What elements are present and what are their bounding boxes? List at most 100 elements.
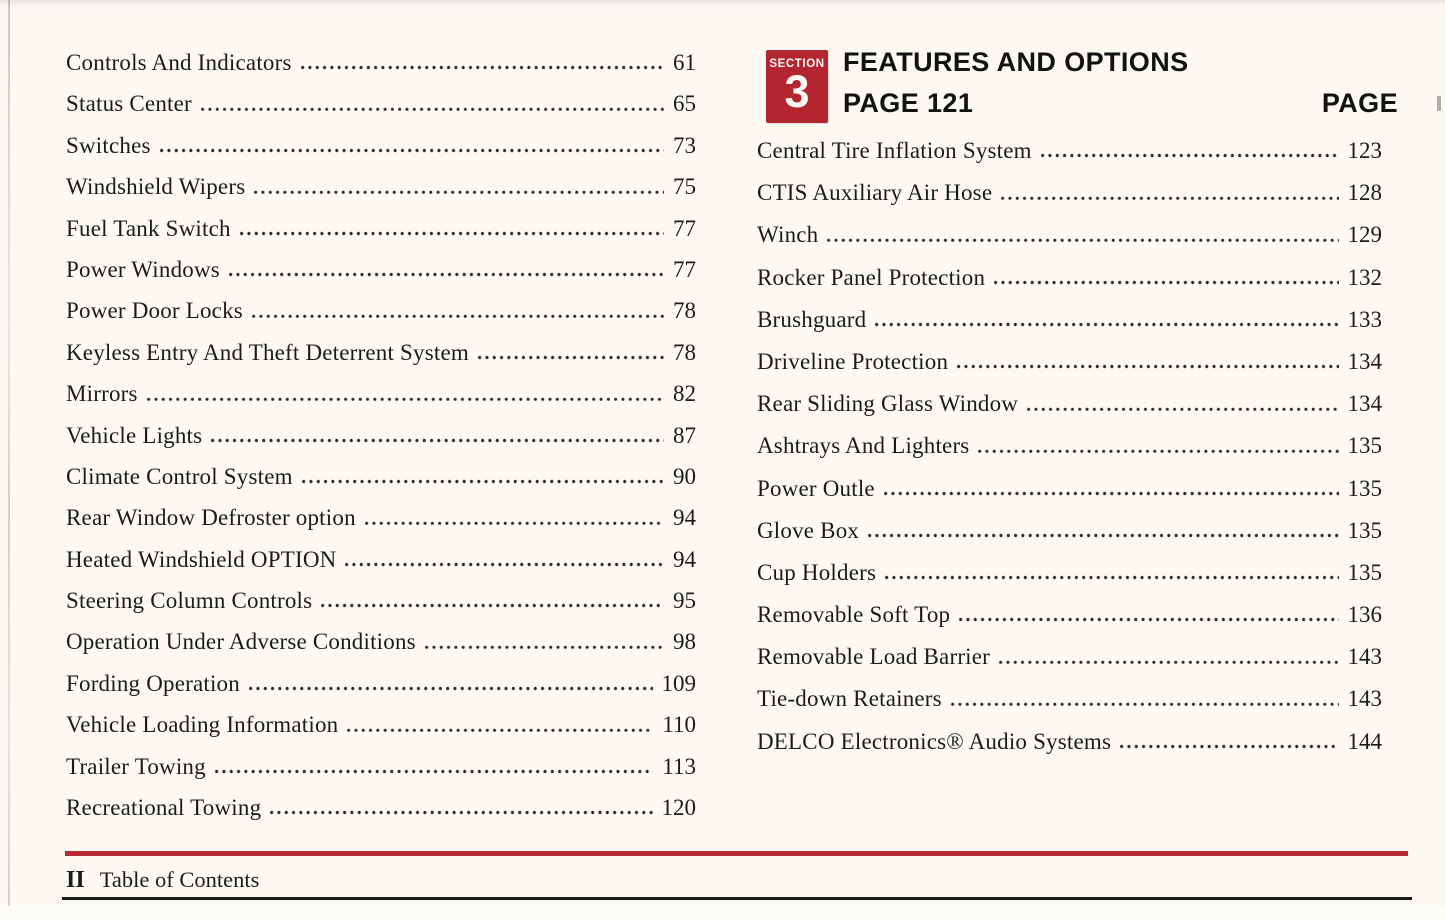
section-3-badge: SECTION 3 [766, 50, 828, 123]
toc-entry: Fording Operation 109 [66, 663, 696, 704]
dot-leader [999, 195, 1339, 201]
section-start-page: PAGE 121 [843, 88, 974, 118]
toc-entry-title: Rocker Panel Protection [757, 264, 986, 290]
toc-entry-page: 75 [673, 174, 696, 200]
toc-entry-title: Switches [66, 132, 151, 158]
toc-entry-title: Windshield Wipers [66, 174, 246, 200]
toc-entry: Removable Soft Top 136 [757, 594, 1382, 636]
section-badge-number: 3 [784, 66, 810, 117]
dot-leader [883, 575, 1339, 580]
toc-entry: Power Outle 135 [757, 468, 1382, 510]
toc-entry: Winch 129 [757, 214, 1382, 256]
dot-leader [1118, 744, 1339, 749]
toc-entry: Cup Holders 135 [757, 552, 1382, 594]
dot-leader [343, 562, 664, 567]
toc-entry-page: 113 [662, 753, 696, 779]
footer-title: Table of Contents [99, 867, 260, 892]
page-column-label: PAGE [1321, 88, 1398, 118]
toc-entry-title: Rear Window Defroster option [66, 505, 356, 531]
toc-entry-title: Rear Sliding Glass Window [757, 391, 1019, 417]
toc-entry-page: 136 [1347, 602, 1383, 628]
dot-leader [866, 533, 1339, 538]
toc-left-column: Controls And Indicators 61 Status Center 65… [66, 42, 696, 828]
toc-entry-title: Status Center [66, 91, 192, 117]
scan-artifact-speck [1437, 96, 1441, 111]
toc-entry-page: 77 [673, 215, 696, 241]
toc-entry: Status Center 65 [66, 83, 696, 124]
dot-leader [226, 272, 664, 277]
toc-entry-page: 143 [1347, 644, 1383, 670]
dot-leader [1025, 406, 1339, 412]
toc-entry-title: Power Door Locks [66, 298, 243, 324]
toc-entry: Power Windows 77 [66, 249, 696, 290]
toc-entry-page: 78 [673, 298, 696, 324]
toc-entry: Climate Control System 90 [66, 456, 696, 497]
dot-leader [212, 769, 654, 774]
dot-leader [957, 617, 1339, 623]
scan-binding-edge [8, 0, 10, 920]
dot-leader [268, 810, 653, 816]
footer-red-rule [65, 851, 1408, 856]
toc-entry-page: 132 [1347, 264, 1383, 290]
toc-entry-title: CTIS Auxiliary Air Hose [757, 180, 993, 206]
toc-entry-page: 143 [1347, 686, 1383, 712]
toc-entry-page: 135 [1347, 475, 1383, 501]
toc-entry: Central Tire Inflation System 123 [757, 130, 1382, 172]
dot-leader [144, 396, 664, 402]
toc-entry: Operation Under Adverse Conditions 98 [66, 621, 696, 662]
toc-entry-page: 65 [673, 91, 696, 117]
toc-entry-page: 109 [661, 670, 697, 696]
toc-entry-page: 82 [673, 381, 696, 407]
toc-entry-title: Recreational Towing [66, 795, 262, 821]
toc-entry-title: Steering Column Controls [66, 588, 313, 614]
toc-entry-page: 90 [673, 463, 696, 489]
toc-entry-title: Brushguard [757, 306, 867, 332]
toc-entry: DELCO Electronics® Audio Systems 144 [757, 721, 1382, 763]
toc-entry: Recreational Towing 120 [66, 787, 696, 828]
toc-entry-title: Power Outle [757, 475, 875, 501]
toc-entry: Rear Sliding Glass Window 134 [757, 383, 1382, 425]
toc-entry-page: 77 [673, 256, 696, 282]
toc-entry-page: 73 [673, 132, 696, 158]
toc-entry-title: Vehicle Loading Information [66, 712, 339, 738]
dot-leader [319, 603, 664, 609]
dot-leader [422, 644, 664, 650]
dot-leader [997, 659, 1339, 665]
dot-leader [299, 479, 664, 484]
toc-entry: Vehicle Loading Information 110 [66, 704, 696, 745]
toc-entry: Brushguard 133 [757, 299, 1382, 341]
toc-entry: Ashtrays And Lighters 135 [757, 425, 1382, 467]
toc-entry: Vehicle Lights 87 [66, 415, 696, 456]
toc-entry: Switches 73 [66, 125, 696, 166]
toc-entry-page: 87 [673, 422, 696, 448]
toc-entry-page: 134 [1347, 391, 1383, 417]
toc-entry-page: 123 [1347, 138, 1383, 163]
toc-entry-title: Trailer Towing [66, 753, 206, 779]
dot-leader [345, 727, 654, 733]
dot-leader [237, 230, 664, 236]
toc-entry: Glove Box 135 [757, 510, 1382, 552]
dot-leader [992, 279, 1339, 285]
dot-leader [249, 313, 664, 319]
toc-entry-title: Winch [757, 222, 819, 248]
toc-entry-title: Removable Load Barrier [757, 644, 991, 670]
toc-entry-title: Fording Operation [66, 670, 240, 696]
footer-page-number: II [66, 867, 85, 893]
dot-leader [198, 106, 664, 112]
toc-entry-page: 134 [1347, 348, 1383, 374]
toc-entry-title: Climate Control System [66, 463, 293, 489]
toc-entry-page: 135 [1347, 517, 1383, 543]
toc-entry: Rear Window Defroster option 94 [66, 497, 696, 538]
toc-entry-title: Power Windows [66, 256, 220, 282]
section-badge-label: SECTION [769, 58, 825, 70]
toc-entry: Mirrors 82 [66, 373, 696, 414]
dot-leader [362, 520, 664, 526]
dot-leader [157, 148, 664, 153]
footer-black-rule [62, 897, 1412, 900]
toc-entry-title: Driveline Protection [757, 348, 949, 374]
toc-entry-title: Controls And Indicators [66, 50, 292, 75]
dot-leader [209, 437, 664, 443]
page-bottom-edge [0, 906, 1445, 920]
toc-entry-title: Removable Soft Top [757, 602, 951, 628]
toc-entry-title: Central Tire Inflation System [757, 138, 1032, 163]
